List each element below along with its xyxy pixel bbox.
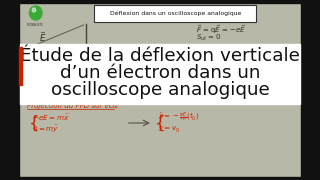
Text: $\vec{F}$ = q$\vec{E}$ = $-e\vec{E}$: $\vec{F}$ = q$\vec{E}$ = $-e\vec{E}$ xyxy=(196,24,246,36)
Bar xyxy=(19,47,22,85)
Text: Projection du PFD sur eOz: Projection du PFD sur eOz xyxy=(27,103,118,109)
Text: $\vec{E}$: $\vec{E}$ xyxy=(39,30,47,44)
Text: $0 = m\ddot{y}$: $0 = m\ddot{y}$ xyxy=(32,123,59,135)
Text: Déflexion dans un oscilloscope analogique: Déflexion dans un oscilloscope analogiqu… xyxy=(110,11,241,16)
Text: $\{$: $\{$ xyxy=(28,113,38,133)
Text: oscilloscope analogique: oscilloscope analogique xyxy=(51,81,269,99)
Bar xyxy=(301,0,304,180)
Text: d’un électron dans un: d’un électron dans un xyxy=(60,64,260,82)
Bar xyxy=(16,177,304,180)
Circle shape xyxy=(32,8,36,12)
Bar xyxy=(16,0,19,180)
Text: FYZIKALISTE: FYZIKALISTE xyxy=(27,23,44,27)
Text: $S_{ut}$ = 0: $S_{ut}$ = 0 xyxy=(196,33,222,43)
Text: $-eE = m\ddot{x}$: $-eE = m\ddot{x}$ xyxy=(32,113,69,123)
Circle shape xyxy=(29,6,42,20)
Text: $\ddot{x} = -\frac{eE}{m}(t_0)$: $\ddot{x} = -\frac{eE}{m}(t_0)$ xyxy=(158,111,200,123)
Text: $\dot{y} = v_0$: $\dot{y} = v_0$ xyxy=(158,123,181,135)
Text: $t = m\ddot{a}$: $t = m\ddot{a}$ xyxy=(243,54,265,62)
Bar xyxy=(16,0,304,3)
FancyBboxPatch shape xyxy=(94,5,256,22)
Bar xyxy=(20,44,300,104)
Text: Étude de la déflexion verticale: Étude de la déflexion verticale xyxy=(20,47,300,65)
Text: $\{$: $\{$ xyxy=(154,113,164,133)
